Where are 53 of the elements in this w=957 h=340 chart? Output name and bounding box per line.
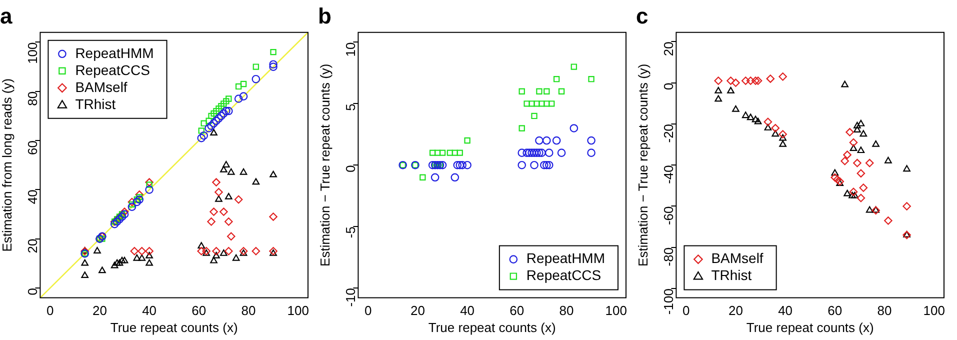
y-axis-title: Estimation − True repeat counts (y) — [635, 64, 650, 266]
y-tick-label: -5 — [342, 226, 358, 238]
y-tick-label: 100 — [24, 42, 40, 64]
x-tick-label: 40 — [778, 303, 793, 318]
legend-label: RepeatHMM — [75, 44, 154, 61]
x-tick-label: 100 — [287, 303, 309, 318]
x-tick-label: 20 — [728, 303, 743, 318]
x-axis-title: True repeat counts (x) — [428, 320, 556, 335]
y-tick-label: -100 — [660, 288, 676, 315]
legend-label: TRhist — [75, 96, 116, 112]
legend-label: RepeatCCS — [75, 62, 150, 78]
y-tick-label: 5 — [342, 104, 358, 111]
y-tick-label: 0 — [342, 165, 358, 172]
y-tick-label: 80 — [24, 91, 40, 106]
chart-title: a — [0, 3, 13, 28]
x-tick-label: 100 — [605, 303, 627, 318]
y-tick-label: -20 — [660, 124, 676, 143]
y-tick-label: -80 — [660, 247, 676, 266]
x-tick-label: 80 — [559, 303, 574, 318]
y-tick-label: 40 — [24, 190, 40, 204]
x-tick-label: 0 — [364, 303, 372, 318]
y-tick-label: -40 — [660, 165, 676, 184]
y-tick-label: 60 — [24, 140, 40, 155]
x-tick-label: 20 — [410, 303, 425, 318]
x-tick-label: 100 — [923, 303, 945, 318]
y-axis-title: Estimation from long reads (y) — [0, 78, 14, 252]
x-tick-label: 60 — [510, 303, 524, 318]
x-tick-label: 0 — [46, 303, 54, 318]
x-tick-label: 20 — [92, 303, 107, 318]
y-tick-label: 0 — [660, 82, 676, 90]
legend-label: BAMself — [711, 250, 764, 266]
x-tick-label: 0 — [682, 303, 690, 318]
y-tick-label: 20 — [660, 42, 676, 56]
y-tick-label: 10 — [342, 42, 358, 57]
x-tick-label: 40 — [142, 303, 157, 318]
x-tick-label: 60 — [828, 303, 842, 318]
x-tick-label: 60 — [192, 303, 206, 318]
chart-title: b — [318, 3, 332, 28]
x-tick-label: 40 — [460, 303, 475, 318]
legend-label: RepeatCCS — [526, 267, 602, 284]
legend-label: TRhist — [711, 267, 752, 284]
x-tick-label: 80 — [877, 303, 892, 318]
y-tick-label: 20 — [24, 238, 40, 254]
x-tick-label: 80 — [241, 303, 256, 318]
legend-label: BAMself — [75, 78, 128, 95]
chart-title: c — [636, 3, 648, 28]
x-axis-title: True repeat counts (x) — [110, 320, 238, 335]
y-tick-label: -10 — [342, 288, 358, 307]
legend-label: RepeatHMM — [526, 250, 606, 266]
y-tick-label: 0 — [24, 288, 40, 296]
x-axis-title: True repeat counts (x) — [746, 320, 874, 335]
y-axis-title: Estimation − True repeat counts (y) — [317, 64, 332, 266]
y-tick-label: -60 — [660, 206, 676, 226]
